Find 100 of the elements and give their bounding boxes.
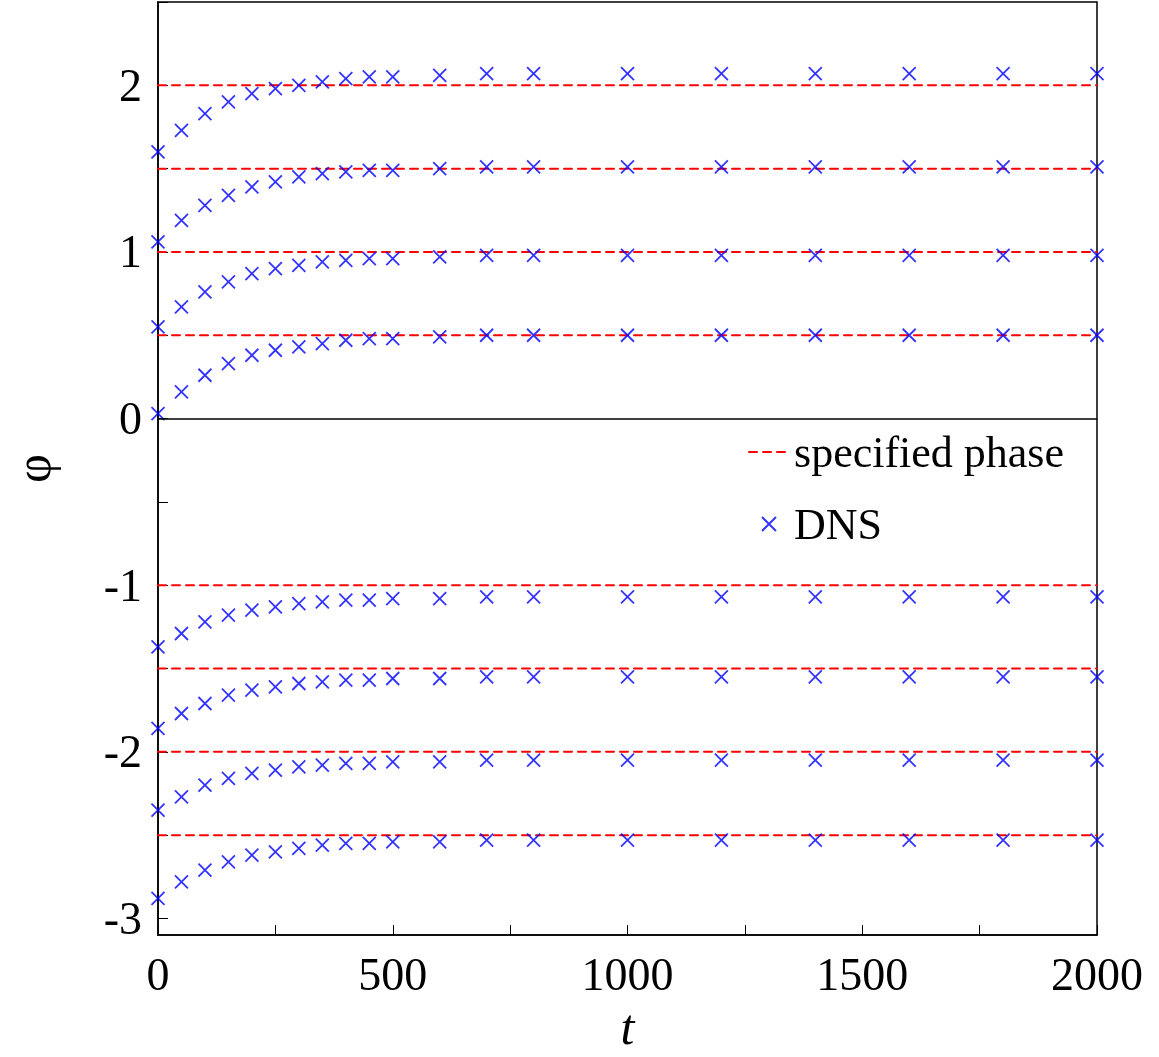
point (314, 674, 330, 690)
point (291, 77, 307, 93)
point (338, 592, 354, 608)
point (197, 106, 213, 122)
point (361, 756, 377, 771)
point (291, 596, 307, 611)
point (620, 66, 635, 82)
point (807, 589, 823, 605)
point (314, 837, 330, 853)
point (174, 122, 189, 138)
point (620, 752, 635, 768)
point (807, 327, 823, 343)
y-axis-title: φ (5, 454, 61, 483)
point (361, 331, 377, 346)
point (901, 669, 917, 685)
point (432, 591, 448, 606)
point (314, 594, 330, 610)
point (385, 671, 401, 686)
point (150, 802, 166, 818)
point (267, 679, 283, 695)
point (385, 834, 401, 850)
point (479, 159, 495, 175)
point (197, 197, 213, 213)
point (1089, 66, 1105, 82)
point (244, 347, 260, 363)
legend-label: DNS (794, 499, 883, 549)
point (479, 589, 495, 605)
point (807, 159, 823, 175)
y-tick-label: 1 (119, 226, 142, 278)
point (995, 669, 1011, 685)
point (221, 274, 236, 290)
point (1089, 589, 1105, 605)
point (267, 844, 283, 860)
point (150, 234, 166, 250)
point (174, 789, 189, 805)
point (385, 251, 401, 266)
point (244, 179, 260, 195)
point (150, 144, 166, 160)
point (432, 249, 448, 265)
point (479, 66, 495, 82)
point (807, 832, 823, 848)
point (714, 832, 729, 848)
point (714, 327, 729, 343)
point (221, 854, 236, 870)
point (995, 327, 1011, 343)
x-tick-label: 1000 (581, 948, 674, 1000)
point (620, 159, 635, 175)
point (432, 67, 448, 83)
point (244, 847, 260, 863)
point (714, 669, 729, 685)
point (526, 66, 541, 82)
point (291, 257, 307, 273)
point (197, 614, 213, 630)
x-axis-title: t (620, 999, 636, 1055)
point (150, 319, 166, 335)
point (995, 66, 1011, 82)
point (174, 874, 189, 890)
y-tick-label: -2 (103, 726, 142, 778)
point (291, 169, 307, 185)
point (901, 66, 917, 82)
point (1089, 159, 1105, 175)
point (244, 86, 260, 102)
point (267, 762, 283, 778)
point (361, 162, 377, 178)
point (174, 384, 189, 400)
x-tick-label: 2000 (1051, 948, 1143, 1000)
point (314, 254, 330, 270)
point (807, 669, 823, 685)
point (807, 247, 823, 263)
point (901, 589, 917, 605)
point (807, 66, 823, 82)
point (901, 247, 917, 263)
point (174, 706, 189, 721)
point (267, 342, 283, 358)
point (526, 327, 541, 343)
point (361, 672, 377, 688)
point (221, 687, 236, 703)
point (385, 331, 401, 346)
point (197, 696, 213, 711)
point (526, 159, 541, 175)
point (267, 174, 283, 190)
point (479, 752, 495, 768)
point (526, 669, 541, 685)
point (385, 754, 401, 770)
y-tick-label: 0 (119, 393, 142, 445)
point (338, 164, 354, 180)
point (620, 247, 635, 263)
point (901, 159, 917, 175)
point (620, 669, 635, 685)
point (807, 752, 823, 768)
point (479, 669, 495, 685)
point (526, 832, 541, 848)
point (995, 247, 1011, 263)
point (479, 832, 495, 848)
point (620, 589, 635, 605)
y-tick-label: 2 (119, 59, 142, 111)
point (1089, 669, 1105, 685)
point (479, 247, 495, 263)
legend-label: specified phase (794, 427, 1065, 477)
point (479, 327, 495, 343)
